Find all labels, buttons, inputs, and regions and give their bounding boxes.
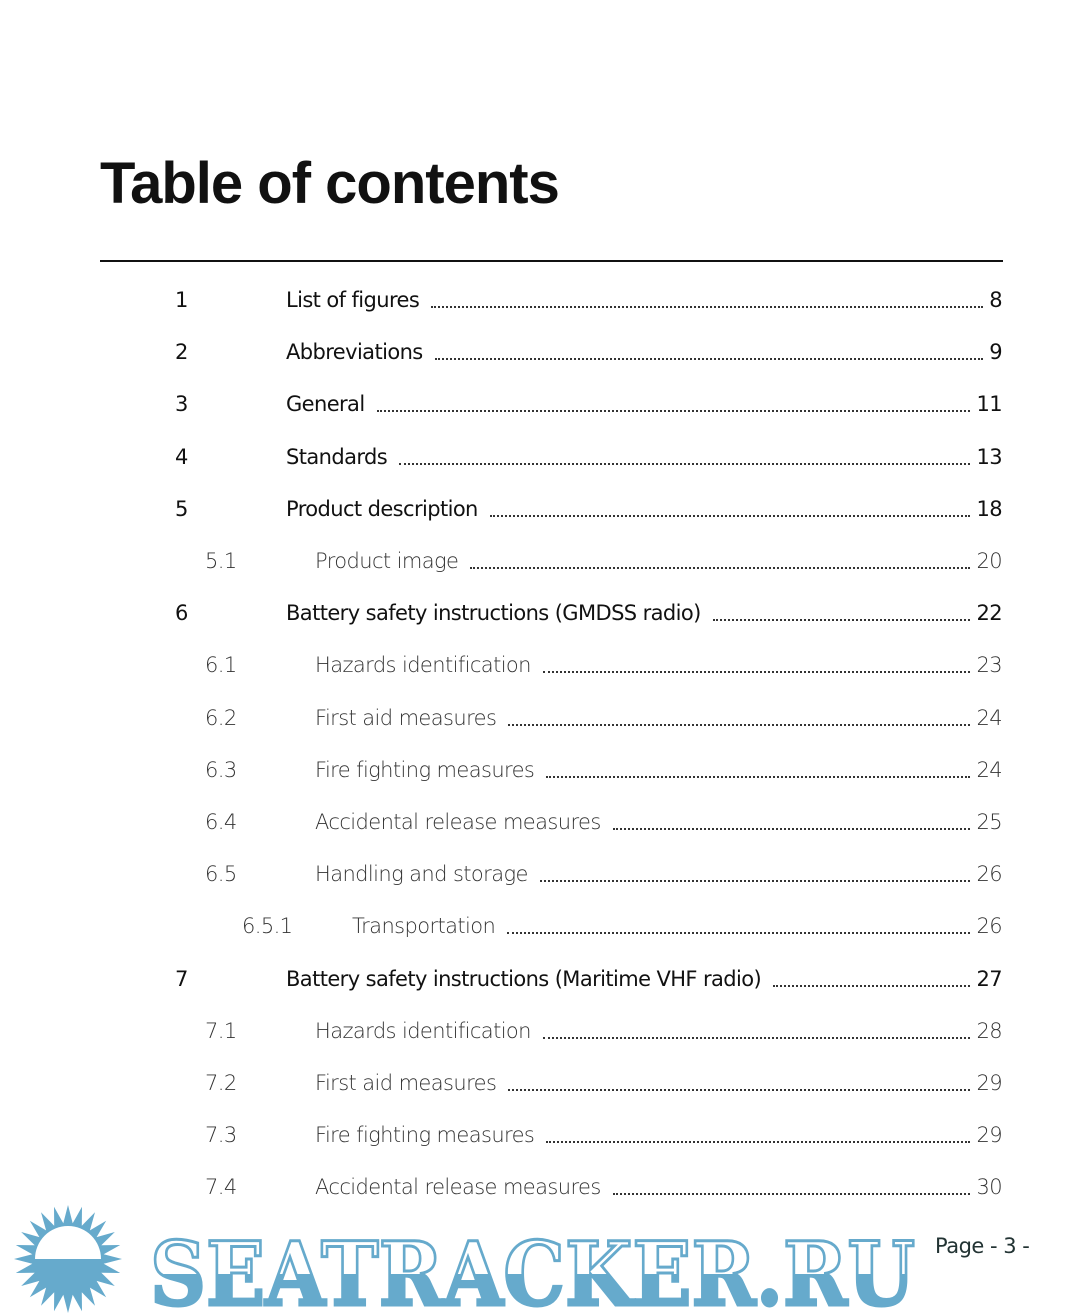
dot-leader bbox=[539, 880, 971, 883]
toc-entry[interactable]: 7.3 Fire fighting measures 29 bbox=[0, 1113, 1080, 1153]
toc-number: 6.5 bbox=[205, 862, 237, 887]
dot-leader bbox=[612, 828, 971, 830]
toc-number: 6.1 bbox=[205, 653, 237, 678]
toc-entry[interactable]: 6.4 Accidental release measures 25 bbox=[0, 800, 1080, 840]
dot-leader bbox=[507, 932, 971, 935]
toc-number: 5 bbox=[175, 496, 188, 521]
toc-page: 11 bbox=[976, 392, 1002, 417]
toc-title: Fire fighting measures bbox=[315, 1123, 535, 1148]
toc-number: 6.3 bbox=[205, 757, 237, 782]
dot-leader bbox=[508, 1089, 971, 1091]
toc-number: 7 bbox=[175, 966, 188, 991]
sun-logo-icon bbox=[14, 1205, 122, 1313]
dot-leader bbox=[376, 410, 971, 413]
toc-page: 20 bbox=[976, 549, 1002, 573]
toc-title: Fire fighting measures bbox=[315, 757, 535, 782]
toc-entry[interactable]: 6 Battery safety instructions (GMDSS rad… bbox=[0, 591, 1080, 631]
toc-title: First aid measures bbox=[315, 1071, 497, 1095]
toc-page: 29 bbox=[976, 1123, 1002, 1148]
toc-entry[interactable]: 4 Standards 13 bbox=[0, 435, 1080, 475]
dot-leader bbox=[508, 723, 971, 726]
toc-title: Standards bbox=[286, 444, 388, 469]
dot-leader bbox=[546, 1141, 971, 1144]
dot-leader bbox=[612, 1193, 971, 1196]
toc-number: 2 bbox=[175, 340, 188, 365]
toc-page: 26 bbox=[976, 914, 1002, 939]
toc-title: First aid measures bbox=[315, 705, 497, 730]
toc-title: Battery safety instructions (GMDSS radio… bbox=[286, 601, 701, 626]
page-title: Table of contents bbox=[100, 151, 560, 216]
toc-title: Product image bbox=[315, 549, 459, 573]
toc-number: 3 bbox=[175, 392, 188, 417]
toc-entry[interactable]: 2 Abbreviations 9 bbox=[0, 330, 1080, 370]
dot-leader bbox=[399, 462, 971, 465]
toc-entry[interactable]: 6.5 Handling and storage 26 bbox=[0, 852, 1080, 892]
toc-title: General bbox=[286, 392, 365, 417]
toc-title: List of figures bbox=[286, 288, 420, 312]
toc-page: 29 bbox=[976, 1071, 1002, 1095]
toc-page: 8 bbox=[989, 288, 1002, 312]
toc-number: 4 bbox=[175, 444, 188, 469]
toc-number: 7.2 bbox=[205, 1071, 237, 1095]
toc-number: 6.4 bbox=[205, 810, 237, 834]
toc-title: Handling and storage bbox=[315, 862, 528, 887]
toc-number: 6.2 bbox=[205, 705, 237, 730]
toc-page: 28 bbox=[976, 1018, 1002, 1043]
toc-number: 7.4 bbox=[205, 1175, 237, 1200]
toc-number: 7.1 bbox=[205, 1018, 237, 1043]
toc-title: Abbreviations bbox=[286, 340, 423, 365]
toc-entry[interactable]: 5 Product description 18 bbox=[0, 487, 1080, 527]
dot-leader bbox=[773, 984, 971, 987]
toc-entry[interactable]: 3 General 11 bbox=[0, 382, 1080, 422]
toc-number: 1 bbox=[175, 288, 188, 312]
toc-page: 24 bbox=[976, 705, 1002, 730]
toc-page: 25 bbox=[976, 810, 1002, 834]
dot-leader bbox=[434, 358, 984, 361]
dot-leader bbox=[712, 619, 971, 622]
toc-title: Product description bbox=[286, 496, 478, 521]
page-number: Page - 3 - bbox=[935, 1234, 1030, 1258]
toc-page: 24 bbox=[976, 757, 1002, 782]
toc-page: 30 bbox=[976, 1175, 1002, 1200]
toc-entry[interactable]: 7.2 First aid measures 29 bbox=[0, 1061, 1080, 1101]
toc-entry[interactable]: 6.1 Hazards identification 23 bbox=[0, 643, 1080, 683]
seatracker-watermark: SEATRACKER.RU bbox=[14, 1205, 917, 1313]
watermark-text: SEATRACKER.RU bbox=[150, 1222, 915, 1313]
toc-entry[interactable]: 1 List of figures 8 bbox=[0, 278, 1080, 318]
toc-number: 6.5.1 bbox=[242, 914, 293, 939]
dot-leader bbox=[542, 671, 971, 674]
toc-entry[interactable]: 7.4 Accidental release measures 30 bbox=[0, 1165, 1080, 1205]
toc-title: Transportation bbox=[352, 914, 496, 939]
dot-leader bbox=[542, 1036, 971, 1039]
toc-page: 27 bbox=[976, 966, 1002, 991]
toc-page: 22 bbox=[976, 601, 1002, 626]
dot-leader bbox=[431, 306, 984, 308]
toc-page: 9 bbox=[989, 340, 1002, 365]
toc-title: Hazards identification bbox=[315, 653, 532, 678]
toc-entry[interactable]: 6.3 Fire fighting measures 24 bbox=[0, 748, 1080, 788]
toc-entry[interactable]: 5.1 Product image 20 bbox=[0, 539, 1080, 579]
dot-leader bbox=[489, 514, 971, 517]
toc-page: 26 bbox=[976, 862, 1002, 887]
title-divider bbox=[100, 260, 1003, 262]
toc-title: Battery safety instructions (Maritime VH… bbox=[286, 966, 762, 991]
toc-entry[interactable]: 6.5.1 Transportation 26 bbox=[0, 904, 1080, 944]
toc-entry[interactable]: 7.1 Hazards identification 28 bbox=[0, 1009, 1080, 1049]
toc-title: Hazards identification bbox=[315, 1018, 532, 1043]
toc-number: 7.3 bbox=[205, 1123, 237, 1148]
toc-number: 5.1 bbox=[205, 549, 237, 573]
toc-entry[interactable]: 7 Battery safety instructions (Maritime … bbox=[0, 957, 1080, 997]
dot-leader bbox=[470, 567, 971, 569]
toc-page: 23 bbox=[976, 653, 1002, 678]
toc-page: 18 bbox=[976, 496, 1002, 521]
toc-title: Accidental release measures bbox=[315, 1175, 601, 1200]
toc-number: 6 bbox=[175, 601, 188, 626]
dot-leader bbox=[546, 775, 971, 778]
toc-entry[interactable]: 6.2 First aid measures 24 bbox=[0, 696, 1080, 736]
toc-page: 13 bbox=[976, 444, 1002, 469]
toc-title: Accidental release measures bbox=[315, 810, 601, 834]
